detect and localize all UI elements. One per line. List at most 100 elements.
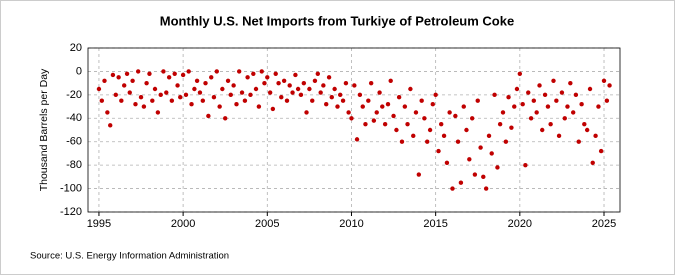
point bbox=[509, 125, 514, 130]
point bbox=[116, 75, 121, 80]
point bbox=[113, 92, 118, 98]
point bbox=[175, 83, 180, 88]
point bbox=[528, 116, 534, 121]
point bbox=[108, 123, 113, 128]
point bbox=[439, 121, 444, 127]
point bbox=[489, 151, 494, 156]
point bbox=[500, 110, 506, 115]
point bbox=[343, 80, 349, 86]
point bbox=[251, 71, 256, 76]
point bbox=[147, 71, 152, 76]
point bbox=[206, 113, 211, 119]
point bbox=[354, 137, 360, 142]
point bbox=[346, 110, 351, 115]
point bbox=[321, 83, 326, 88]
point bbox=[607, 83, 612, 88]
point bbox=[220, 86, 225, 92]
x-tick-label: 2005 bbox=[255, 218, 279, 230]
point bbox=[523, 162, 528, 168]
x-tick-label: 2025 bbox=[592, 218, 616, 230]
point bbox=[259, 69, 264, 74]
point bbox=[228, 92, 233, 98]
chart-title: Monthly U.S. Net Imports from Turkiye of… bbox=[160, 13, 514, 28]
point bbox=[242, 98, 248, 103]
point bbox=[481, 174, 486, 180]
point bbox=[366, 98, 371, 103]
point bbox=[582, 121, 587, 127]
point bbox=[315, 71, 321, 76]
point bbox=[419, 98, 424, 103]
point bbox=[385, 102, 391, 107]
point bbox=[127, 90, 132, 95]
point bbox=[514, 86, 520, 92]
point bbox=[405, 121, 410, 127]
point bbox=[483, 186, 489, 191]
point bbox=[337, 92, 343, 98]
point bbox=[554, 98, 559, 103]
y-tick-label: 0 bbox=[76, 65, 82, 77]
point bbox=[444, 160, 450, 165]
point bbox=[186, 69, 191, 74]
point bbox=[593, 133, 598, 139]
point bbox=[427, 127, 433, 133]
point bbox=[512, 104, 517, 109]
y-tick-label: -60 bbox=[66, 136, 82, 148]
point bbox=[422, 116, 427, 121]
point bbox=[526, 90, 531, 95]
point bbox=[503, 139, 509, 144]
point bbox=[284, 98, 290, 103]
point bbox=[573, 92, 579, 98]
point bbox=[396, 95, 402, 100]
point bbox=[267, 90, 273, 95]
point bbox=[324, 102, 329, 107]
point bbox=[197, 90, 203, 95]
point bbox=[172, 71, 177, 76]
point bbox=[223, 116, 228, 121]
point bbox=[133, 102, 138, 107]
point bbox=[155, 110, 161, 115]
point bbox=[234, 102, 239, 107]
point bbox=[598, 148, 604, 154]
point bbox=[178, 95, 183, 100]
point bbox=[579, 102, 584, 107]
point bbox=[332, 86, 337, 92]
point bbox=[551, 78, 556, 84]
point bbox=[604, 98, 610, 103]
point bbox=[469, 116, 475, 121]
point bbox=[164, 90, 169, 95]
point bbox=[253, 86, 259, 92]
point bbox=[141, 104, 147, 109]
point bbox=[416, 172, 422, 177]
point bbox=[380, 104, 385, 109]
point bbox=[211, 95, 217, 100]
point bbox=[293, 72, 298, 78]
point bbox=[520, 102, 525, 107]
point bbox=[587, 86, 593, 92]
point bbox=[270, 106, 276, 112]
point bbox=[239, 90, 245, 95]
y-axis-label: Thousand Barrels per Day bbox=[38, 68, 50, 191]
point bbox=[408, 86, 413, 92]
point bbox=[121, 83, 127, 88]
point bbox=[99, 98, 105, 103]
point bbox=[273, 71, 278, 76]
point bbox=[124, 71, 130, 76]
point bbox=[209, 75, 214, 80]
point bbox=[568, 80, 573, 86]
point bbox=[455, 139, 461, 144]
point bbox=[295, 86, 301, 92]
point bbox=[357, 92, 363, 98]
point bbox=[279, 95, 284, 100]
point bbox=[377, 90, 382, 95]
point bbox=[352, 83, 357, 88]
point bbox=[363, 121, 368, 127]
point bbox=[203, 80, 208, 86]
point bbox=[497, 121, 503, 127]
point bbox=[96, 86, 102, 92]
point bbox=[576, 139, 581, 144]
point bbox=[194, 78, 200, 84]
point bbox=[534, 110, 539, 115]
point bbox=[214, 69, 219, 74]
point bbox=[467, 157, 472, 162]
point bbox=[368, 80, 374, 86]
